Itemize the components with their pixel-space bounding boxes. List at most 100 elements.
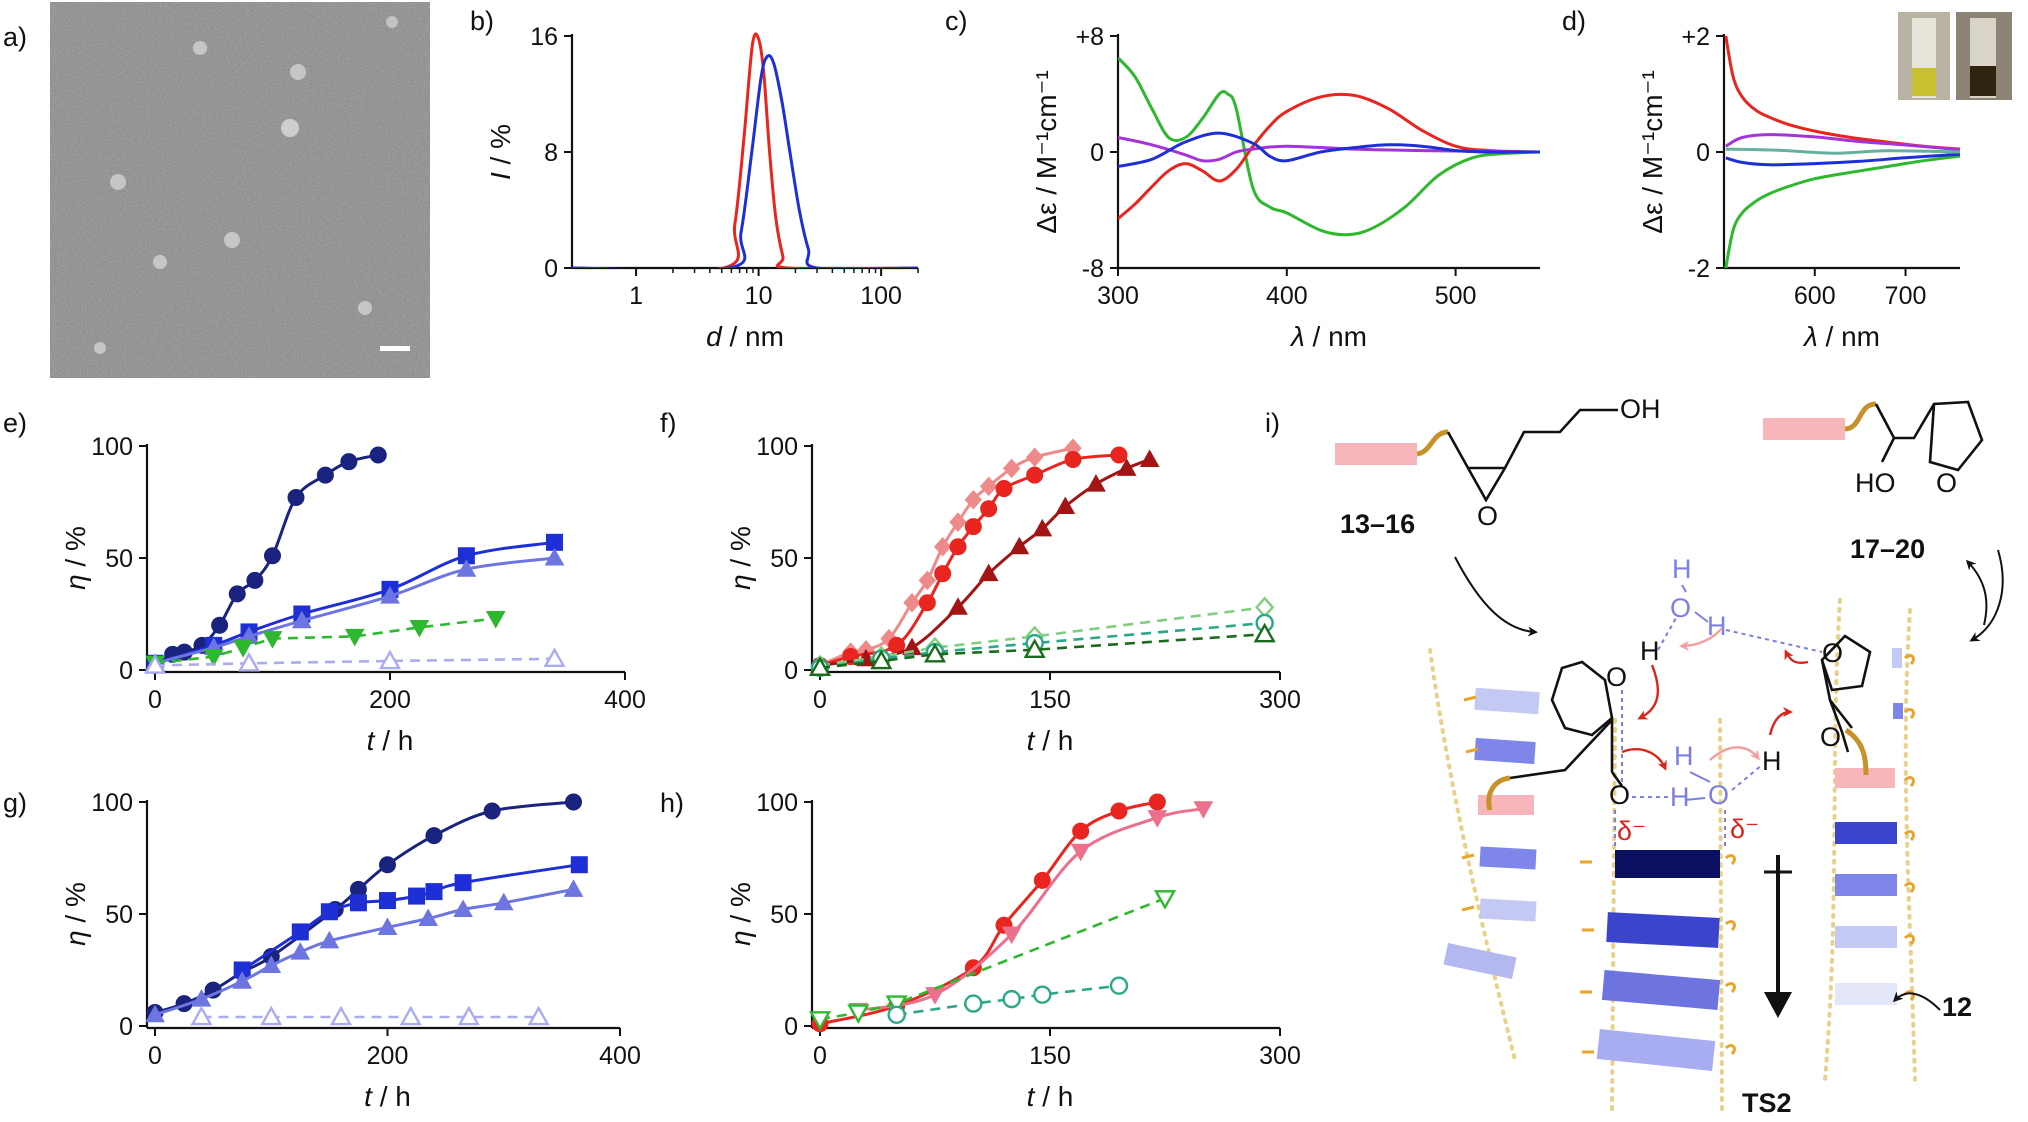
y-tick-label: 100 <box>91 433 133 461</box>
y-tick-label: 0 <box>119 1013 133 1041</box>
data-point <box>292 610 312 629</box>
x-tick-label: 150 <box>1029 686 1071 714</box>
ts-left-ring <box>1509 660 1624 787</box>
series-line-1 <box>572 32 918 268</box>
data-point <box>291 923 309 941</box>
data-point <box>887 1005 906 1024</box>
y-tick-label: 100 <box>756 433 798 461</box>
data-point <box>1110 802 1128 820</box>
y-tick-label: 16 <box>530 23 558 51</box>
ts-right-ring <box>1820 634 1872 753</box>
data-point <box>456 559 477 577</box>
data-point <box>980 500 998 518</box>
panel-label-b: b) <box>470 6 494 36</box>
data-point <box>1064 450 1082 468</box>
trend-line-6 <box>819 632 1265 670</box>
panel-label-a: a) <box>3 22 27 52</box>
data-point <box>1026 447 1044 467</box>
chart-d: 600 700 -2 0 +2 λ / nm Δε / M⁻¹cm⁻¹ <box>1637 23 1961 352</box>
data-point <box>369 446 387 464</box>
hydroxyl-left: HO <box>1855 468 1896 498</box>
data-point <box>885 995 908 1016</box>
x-tick-label: 200 <box>369 686 411 714</box>
x-tick-label: 400 <box>1266 282 1308 310</box>
data-point <box>570 856 588 874</box>
panel-label-f: f) <box>660 408 677 438</box>
y-axis-label: η / % <box>725 882 756 946</box>
data-point <box>978 563 999 582</box>
y-axis-label: η / % <box>60 882 91 946</box>
chart-c: 300 400 500 -8 0 +8 λ / nm Δε / M⁻¹cm⁻¹ <box>1031 23 1541 352</box>
data-point <box>1070 843 1091 862</box>
data-point <box>1033 985 1052 1004</box>
chart-g: 0 200 400 0 50 100 t / h η / % <box>60 789 641 1112</box>
data-point <box>145 1004 165 1023</box>
y-tick-label: 0 <box>784 657 798 685</box>
y-tick-label: 50 <box>105 545 133 573</box>
y-tick-label: 0 <box>1696 139 1710 167</box>
data-point <box>379 892 396 910</box>
fit-line-2 <box>858 807 1204 1012</box>
water-o-mid: O <box>1708 780 1729 810</box>
x-axis-label: λ / nm <box>1289 321 1367 352</box>
data-point <box>228 585 246 603</box>
x-axis-label: d / nm <box>706 321 784 352</box>
arrow-right-up <box>1965 559 1988 626</box>
cuvette-photo <box>1898 12 2012 100</box>
panel-label-d: d) <box>1562 6 1586 36</box>
compound-label-17-20: 17–20 <box>1850 534 1925 564</box>
data-point <box>1032 518 1053 537</box>
y-tick-label: 0 <box>119 657 133 685</box>
linker <box>1416 429 1449 457</box>
data-point <box>949 512 967 532</box>
arrow-left <box>1454 556 1538 637</box>
ts-o-ring: O <box>1606 662 1627 692</box>
trend-line-5 <box>819 621 1265 670</box>
data-point <box>1148 793 1166 811</box>
panel-label-e: e) <box>3 408 27 438</box>
data-point <box>425 827 443 845</box>
data-point <box>979 476 998 497</box>
data-point <box>923 642 947 663</box>
data-point <box>493 892 514 911</box>
data-point <box>483 802 501 820</box>
data-point <box>454 874 472 892</box>
data-point <box>964 518 982 536</box>
x-tick-label: 300 <box>1097 282 1139 310</box>
series-line-3 <box>1118 136 1541 163</box>
x-axis-label: t / h <box>364 1081 411 1112</box>
data-point <box>934 565 952 583</box>
data-point <box>319 930 340 949</box>
data-point <box>485 610 506 629</box>
data-point <box>1003 458 1021 479</box>
data-point <box>1109 976 1129 995</box>
data-point <box>344 628 365 647</box>
panel-label-c: c) <box>945 6 968 36</box>
linker-2 <box>1844 401 1877 432</box>
ts-o-thf: O <box>1822 638 1843 668</box>
compound-label-13-16: 13–16 <box>1340 509 1415 539</box>
data-point <box>408 887 426 905</box>
y-tick-label: 0 <box>784 1013 798 1041</box>
data-point <box>949 538 967 556</box>
trend-line-4 <box>896 984 1120 1017</box>
data-point <box>287 489 305 507</box>
data-point <box>203 649 224 667</box>
series-line-2 <box>1724 154 1961 268</box>
delta-minus-right: δ⁻ <box>1730 814 1759 844</box>
trend-line-4 <box>819 606 1265 667</box>
data-point <box>995 480 1013 498</box>
x-tick-label: 300 <box>1259 1042 1301 1070</box>
ts-left-linker <box>1486 775 1511 811</box>
series-line-1 <box>1118 56 1541 237</box>
y-tick-label: -2 <box>1688 255 1710 283</box>
y-axis-label: η / % <box>60 526 91 590</box>
ts2-label: TS2 <box>1742 1088 1792 1118</box>
data-point <box>1255 596 1275 619</box>
data-point <box>264 547 281 565</box>
y-tick-label: 50 <box>105 901 133 929</box>
data-point <box>329 1005 353 1026</box>
x-tick-label: 400 <box>604 686 646 714</box>
left-stack <box>1443 687 1540 980</box>
